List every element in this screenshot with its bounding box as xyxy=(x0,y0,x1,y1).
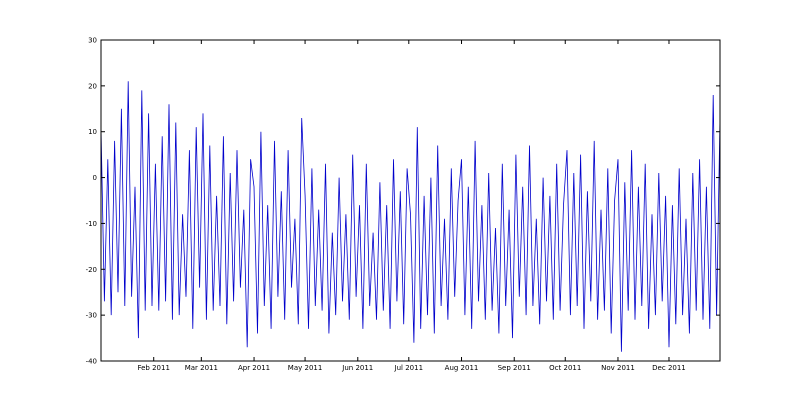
x-tick-label: Apr 2011 xyxy=(238,364,270,372)
y-tick-label: 30 xyxy=(88,37,97,45)
y-tick-label: -20 xyxy=(86,266,97,274)
x-tick-label: Oct 2011 xyxy=(549,364,581,372)
plot-area-frame xyxy=(100,39,721,362)
x-tick-label: Feb 2011 xyxy=(137,364,169,372)
x-tick-label: Mar 2011 xyxy=(185,364,218,372)
series-layer xyxy=(100,81,721,352)
y-tick-label: 0 xyxy=(93,174,97,182)
y-tick-label: 10 xyxy=(88,128,97,136)
x-tick-label: Jul 2011 xyxy=(394,364,424,372)
x-tick-label: May 2011 xyxy=(288,364,323,372)
x-tick-label: Aug 2011 xyxy=(445,364,479,372)
x-tick-label: Jun 2011 xyxy=(341,364,373,372)
y-tick-label: -10 xyxy=(86,220,97,228)
y-tick-label: -30 xyxy=(86,312,97,320)
y-axis: 30 20 10 0 -10 -20 -30 -40 xyxy=(86,37,720,366)
y-tick-label: -40 xyxy=(86,358,97,366)
series-line-0 xyxy=(100,81,721,352)
x-tick-label: Nov 2011 xyxy=(601,364,635,372)
x-axis: Feb 2011 Mar 2011 Apr 2011 May 2011 Jun 2011… xyxy=(137,40,686,372)
x-tick-label: Sep 2011 xyxy=(498,364,531,372)
y-tick-label: 20 xyxy=(88,82,97,90)
x-tick-label: Dec 2011 xyxy=(652,364,686,372)
